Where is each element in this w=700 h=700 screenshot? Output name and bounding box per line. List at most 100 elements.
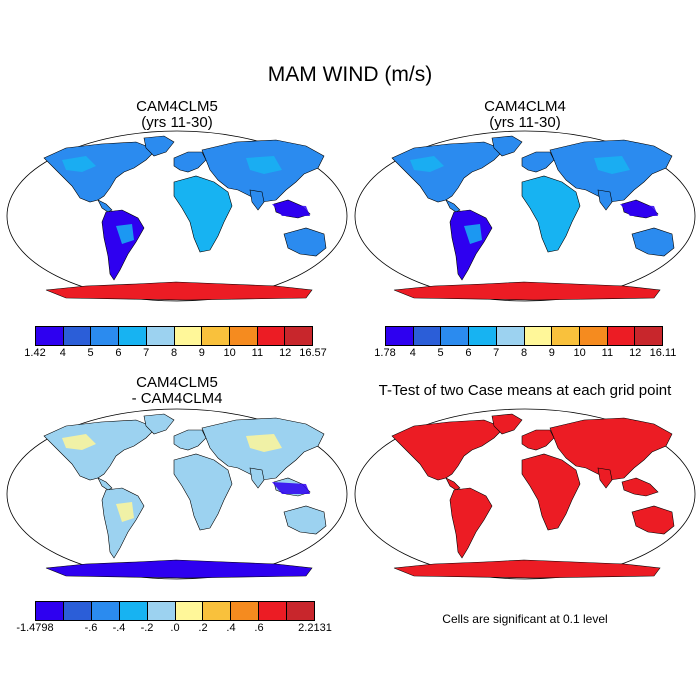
colorbar-tick-label: -.4 [112,622,126,634]
continent-northAmerica [43,419,157,481]
colorbar-tick-label: .6 [254,622,264,634]
colorbar-swatch [231,602,260,620]
colorbar-tick-label: 12 [279,347,292,359]
continent-australia [283,227,327,257]
colorbar-clm4 [385,326,663,346]
continent-africa [521,175,581,253]
colorbar-swatch [175,602,204,620]
colorbar-diff [35,601,315,621]
colorbar-swatch [202,327,230,345]
continent-africa [173,175,233,253]
colorbar-tick-label: 9 [548,347,555,359]
field-region [272,482,310,494]
continent-india [597,467,613,489]
panel-title-clm4: CAM4CLM4 (yrs 11-30) [354,99,696,131]
field-region [116,502,134,522]
colorbar-swatch [36,327,64,345]
field-region [246,156,282,174]
colorbar-tick-label: 16.57 [299,347,327,359]
continent-antarctica [393,559,661,579]
colorbar-swatch [552,327,580,345]
continent-india [249,189,265,211]
map-svg [6,130,348,302]
colorbar-swatch [524,327,553,345]
colorbar-swatch [91,327,120,345]
panel-title-diff: CAM4CLM5 - CAM4CLM4 [6,375,348,407]
continent-australia [283,505,327,535]
colorbar-tick-label: -.6 [84,622,98,634]
map-svg [6,408,348,580]
colorbar-tick-label: 8 [170,347,178,359]
field-region [62,156,96,172]
colorbar-tick-label: 11 [601,347,614,359]
panel-title-line2: (yrs 11-30) [489,114,561,131]
continent-greenland [143,413,175,435]
colorbar-swatch [635,327,663,345]
continent-seAsia [621,477,659,497]
colorbar-tick-label: 7 [493,347,500,359]
continent-northAmerica [43,141,157,203]
map-clm5 [6,130,348,302]
continent-asia [549,417,673,481]
map-clm4 [354,130,696,302]
main-title: MAM WIND (m/s) [267,63,433,86]
colorbar-swatch [386,327,414,345]
continent-centralAm [445,199,461,213]
field-region [594,156,630,174]
colorbar-swatch [285,327,313,345]
map-svg [354,408,696,580]
colorbar-swatch [469,327,497,345]
panel-title-line2: - CAM4CLM4 [131,390,223,407]
colorbar-tick-label: 7 [143,347,150,359]
colorbar-tick-label: -1.4798 [16,622,54,634]
map-svg [354,130,696,302]
field-region [62,434,96,450]
colorbar-ticks-clm5: 1.42 4 5 6 7 8 9 10 11 12 16.57 [24,347,326,363]
colorbar-tick-label: 4 [409,347,416,359]
field-region [464,224,482,244]
continent-centralAm [97,199,113,213]
map-ttest [354,408,696,580]
colorbar-tick-label: 12 [629,347,642,359]
colorbar-tick-label: 9 [198,347,205,359]
colorbar-swatch [229,327,258,345]
continent-australia [631,505,675,535]
colorbar-tick-label: 10 [223,347,236,359]
panel-title-line1: T-Test of two Case means at each grid po… [378,382,672,399]
colorbar-clm5 [35,326,313,346]
continent-northAmerica [391,141,505,203]
colorbar-tick-label: 6 [115,347,122,359]
continent-antarctica [393,281,661,301]
continent-greenland [143,135,175,157]
panel-title-line1: CAM4CLM5 [136,374,218,391]
continent-europe [173,151,207,173]
panel-title-ttest: T-Test of two Case means at each grid po… [354,383,696,399]
colorbar-swatch [119,602,148,620]
continent-northAmerica [391,419,505,481]
colorbar-tick-label: -.2 [140,622,154,634]
field-region [116,224,134,244]
colorbar-tick-label: 11 [251,347,264,359]
colorbar-swatch [496,327,525,345]
continent-india [597,189,613,211]
colorbar-tick-label: 1.78 [374,347,396,359]
colorbar-tick-label: 4 [59,347,66,359]
continent-europe [521,151,555,173]
colorbar-tick-label: 5 [87,347,94,359]
continent-southAmerica [449,487,493,559]
colorbar-tick-label: .2 [198,622,208,634]
colorbar-swatch [146,327,175,345]
continent-antarctica [45,281,313,301]
colorbar-tick-label: .0 [170,622,180,634]
colorbar-tick-label: 1.42 [24,347,46,359]
map-diff [6,408,348,580]
colorbar-tick-label: 5 [437,347,444,359]
field-region [272,204,310,216]
continent-greenland [491,413,523,435]
colorbar-swatch [441,327,470,345]
colorbar-tick-label: 6 [465,347,472,359]
colorbar-tick-label: 2.2131 [298,622,332,634]
continent-europe [521,429,555,451]
colorbar-ticks-diff: -1.4798 -.6 -.4 -.2 .0 .2 .4 .6 2.2131 [16,622,331,638]
field-region [620,204,658,216]
